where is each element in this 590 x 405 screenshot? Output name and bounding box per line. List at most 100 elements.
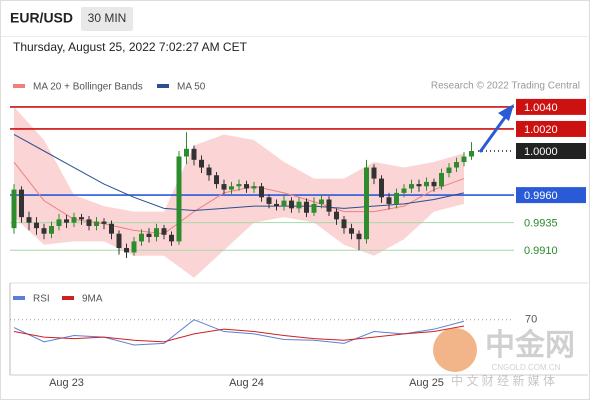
candle-body xyxy=(296,201,302,209)
watermark-tagline: 中 文 财 经 新 媒 体 xyxy=(451,373,555,388)
y-tick-label: 70 xyxy=(525,314,537,326)
legend-swatch xyxy=(157,84,169,88)
candle-body xyxy=(206,167,212,176)
candle-body xyxy=(229,186,234,190)
candle-body xyxy=(446,167,452,174)
timestamp: Thursday, August 25, 2022 7:02:27 AM CET xyxy=(13,40,248,54)
divider xyxy=(0,36,590,37)
candle-body xyxy=(19,189,24,218)
candle-body xyxy=(439,173,444,187)
legend-swatch xyxy=(13,296,25,300)
candle-body xyxy=(371,167,377,179)
candle-body xyxy=(326,199,332,212)
level-label: 1.0040 xyxy=(524,102,558,114)
candle-body xyxy=(191,148,197,160)
candle-body xyxy=(364,167,369,240)
candle-body xyxy=(124,248,129,253)
candle-body xyxy=(416,184,422,187)
candle-body xyxy=(161,228,167,235)
candle-body xyxy=(304,201,309,213)
candle-body xyxy=(49,225,54,234)
candle-body xyxy=(334,211,339,220)
legend-swatch xyxy=(13,84,25,88)
x-tick-label: Aug 25 xyxy=(409,377,444,389)
timeframe-button[interactable] xyxy=(81,7,133,31)
candle-body xyxy=(431,181,437,187)
candle-body xyxy=(109,223,114,234)
candle-body xyxy=(386,197,392,204)
watermark-icon xyxy=(433,328,477,372)
level-label: 1.0000 xyxy=(524,146,558,158)
candle-body xyxy=(424,181,429,187)
candle-body xyxy=(139,233,144,242)
candle-body xyxy=(394,192,399,204)
level-box xyxy=(516,98,586,115)
candle-body xyxy=(341,219,347,229)
level-label: 0.9960 xyxy=(524,190,558,202)
indicator-line xyxy=(13,325,465,343)
legend-label: 9MA xyxy=(82,294,103,305)
candle-body xyxy=(116,233,122,249)
watermark-url: CNGOLD.COM.CN xyxy=(492,363,561,372)
candle-body xyxy=(221,184,227,190)
level-box xyxy=(516,143,586,159)
source: Research © 2022 Trading Central xyxy=(431,81,580,92)
candle-body xyxy=(356,233,362,240)
level-label: 0.9910 xyxy=(524,245,558,257)
candle-body xyxy=(349,228,354,234)
candle-body xyxy=(469,151,474,157)
candle-body xyxy=(454,162,459,168)
candle-body xyxy=(11,189,17,229)
candle-body xyxy=(289,200,294,209)
level-box xyxy=(516,187,586,204)
candle-body xyxy=(259,186,264,198)
candle-body xyxy=(169,234,174,242)
symbol: EUR/USD xyxy=(10,10,73,26)
candle-body xyxy=(214,175,219,185)
x-tick-label: Aug 23 xyxy=(49,377,84,389)
candle-body xyxy=(281,200,287,207)
candle-body xyxy=(41,228,47,234)
candle-body xyxy=(154,228,159,237)
candle-body xyxy=(79,217,84,220)
candle-body xyxy=(311,203,317,213)
x-tick-label: Aug 24 xyxy=(229,377,264,389)
candle-body xyxy=(274,203,279,207)
indicator-line xyxy=(13,319,465,346)
legend-label: MA 20 + Bollinger Bands xyxy=(33,82,143,93)
timeframe[interactable]: 30 MIN xyxy=(88,11,127,25)
legend-label: RSI xyxy=(33,294,50,305)
candle-body xyxy=(26,217,32,223)
candle-body xyxy=(461,156,467,163)
candle-body xyxy=(319,199,324,204)
arrow-head xyxy=(498,104,514,121)
candle-body xyxy=(266,197,272,204)
candle-body xyxy=(251,186,257,189)
candle-body xyxy=(64,219,69,223)
level-label: 0.9935 xyxy=(524,218,558,230)
level-label: 1.0020 xyxy=(524,124,558,136)
projection-arrow xyxy=(478,115,508,153)
candle-body xyxy=(86,219,92,226)
legend-label: MA 50 xyxy=(177,82,206,93)
candle-body xyxy=(34,222,39,229)
candle-body xyxy=(244,184,249,189)
candle-body xyxy=(401,188,407,193)
candle-body xyxy=(184,148,189,157)
candle-body xyxy=(94,221,99,226)
watermark-logo: 中金网 xyxy=(485,328,575,362)
candle-body xyxy=(199,159,204,168)
candle-body xyxy=(131,241,137,253)
candle-body xyxy=(56,219,62,226)
candle-body xyxy=(176,156,182,242)
legend-swatch xyxy=(62,296,74,300)
candle-body xyxy=(71,217,77,223)
candle-body xyxy=(101,221,107,224)
candle-body xyxy=(379,178,384,198)
candle-body xyxy=(236,184,242,187)
candle-body xyxy=(409,184,414,189)
level-box xyxy=(516,120,586,137)
candle-body xyxy=(146,233,152,237)
